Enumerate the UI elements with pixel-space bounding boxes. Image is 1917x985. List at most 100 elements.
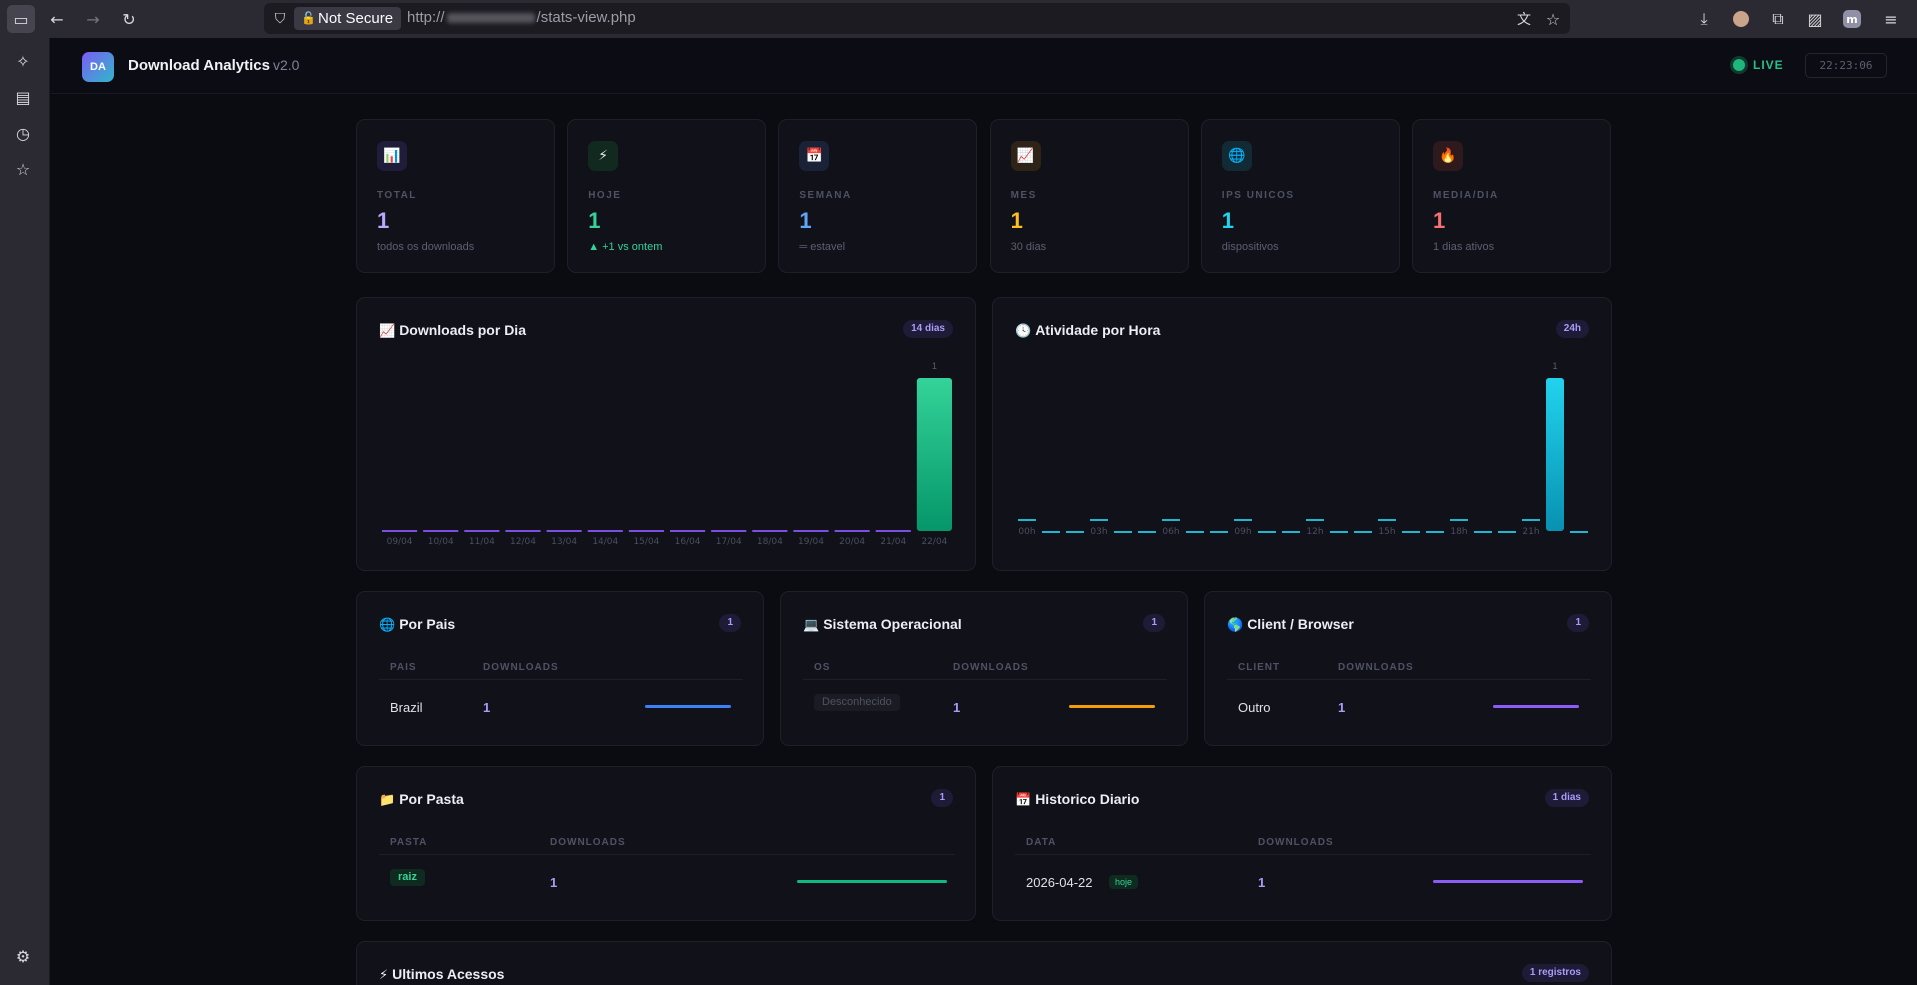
sidebar-toggle-icon[interactable]: ▭ [7,5,35,33]
chart-bar[interactable] [1546,378,1564,531]
reload-icon[interactable]: ↻ [122,9,136,29]
bookmark-star-icon[interactable]: ☆ [1545,9,1561,29]
chart-bar-empty [587,530,623,532]
chart-bar-empty [1042,531,1060,533]
x-tick-label: 21/04 [880,537,906,547]
hourly-chart-title: 🕓 Atividade por Hora [1015,322,1161,339]
url-bar[interactable]: ⛉ 🔓 Not Secure http:///stats-view.php 文 … [264,3,1570,34]
hourly-chart-badge: 24h [1555,320,1589,338]
stat-card-total: 📊 TOTAL 1 todos os downloads [356,119,555,273]
account-avatar-icon[interactable] [1727,5,1755,33]
client-card: 🌎 Client / Browser 1 CLIENT DOWNLOADS Out… [1204,591,1612,746]
stat-label: SEMANA [799,190,852,201]
client-badge: 1 [1567,614,1589,632]
stat-subtitle: ▲ +1 vs ontem [588,241,663,253]
x-tick-label: 14/04 [592,537,618,547]
country-col-name: PAIS [390,662,417,673]
downloads-icon[interactable]: ⤓ [1700,9,1708,28]
extensions-icon[interactable]: ⧉ [1772,9,1784,28]
stat-label: MEDIA/DIA [1433,190,1499,201]
country-value: 1 [483,700,491,715]
x-tick-label: 10/04 [428,537,454,547]
stat-value: 1 [1010,208,1023,233]
stat-card-media-dia: 🔥 MEDIA/DIA 1 1 dias ativos [1412,119,1611,273]
stat-subtitle: todos os downloads [377,241,475,253]
chart-bar-empty [1474,531,1492,533]
os-title: 💻 Sistema Operacional [803,616,962,633]
chart-bar-empty [423,530,459,532]
x-tick-label: 16/04 [675,537,701,547]
x-tick-label: 09/04 [387,537,413,547]
stat-card-hoje: ⚡ HOJE 1 ▲ +1 vs ontem [567,119,767,273]
chart-bar-empty [1498,531,1516,533]
chart-bar-empty [628,530,664,532]
x-tick-label: 11/04 [469,537,495,547]
browser-toolbar: ▭ ← → ↻ ⛉ 🔓 Not Secure http:///stats-vie… [0,0,1917,38]
chart-bar-empty [1282,531,1300,533]
forward-icon[interactable]: → [86,9,100,29]
chart-bar-empty [1066,531,1084,533]
folder-title: 📁 Por Pasta [379,791,464,808]
translate-icon[interactable]: 文 [1517,12,1531,28]
globe-americas-icon: 🌎 [1227,618,1244,633]
screenshot-icon[interactable]: ▨ [1807,9,1823,29]
clock: 22:23:06 [1805,53,1887,78]
x-tick-label: 15/04 [633,537,659,547]
hourly-chart-plot: 00h 03h 06h 09h 12h 15h 18h 21h 1 [1018,361,1588,537]
hourly-chart-card: 🕓 Atividade por Hora 24h 00h 03h 06h 09h 12h 1… [992,297,1612,571]
storage-icon[interactable]: ▤ [15,87,31,107]
stat-value: 1 [588,208,601,233]
laptop-icon: 💻 [803,618,820,633]
chart-bar-empty [464,530,500,532]
folder-badge: 1 [931,789,953,807]
lightning-icon: ⚡ [588,141,619,171]
chart-bar-empty [1330,531,1348,533]
x-tick-label: 20/04 [839,537,865,547]
shield-icon[interactable]: ⛉ [274,11,286,27]
x-tick-label: 19/04 [798,537,824,547]
chart-bar-empty [1090,519,1108,521]
folder-card: 📁 Por Pasta 1 PASTA DOWNLOADS raiz 1 [356,766,976,921]
chart-bar-empty [1354,531,1372,533]
menu-icon[interactable]: ≡ [1884,9,1898,29]
chart-bar-empty [546,530,582,532]
url-text[interactable]: http:///stats-view.php [407,9,636,26]
app-version: v2.0 [272,57,300,73]
client-value: 1 [1338,700,1346,715]
os-badge: 1 [1143,614,1165,632]
ai-sparkle-icon[interactable]: ✧ [16,51,30,71]
os-card: 💻 Sistema Operacional 1 OS DOWNLOADS Desc… [780,591,1188,746]
chart-bar[interactable] [916,378,952,531]
today-badge: hoje [1109,875,1139,889]
chart-bar-empty [1210,531,1228,533]
not-secure-badge[interactable]: 🔓 Not Secure [294,7,402,30]
chart-bar-empty [505,530,541,532]
history-col-downloads: DOWNLOADS [1258,837,1334,848]
x-tick-label: 17/04 [716,537,742,547]
bookmarks-icon[interactable]: ☆ [15,159,31,179]
settings-icon[interactable]: ⚙ [15,946,31,966]
history-icon[interactable]: ◷ [16,123,30,143]
profile-icon[interactable]: m [1838,5,1866,33]
chart-bar-empty [1570,531,1588,533]
chart-bar-empty [834,530,870,532]
calendar-icon: 📅 [1015,793,1032,808]
stat-value: 1 [377,208,390,233]
live-dot-icon [1733,59,1745,71]
chart-bar-empty [1018,519,1036,521]
chart-bar-empty [1162,519,1180,521]
globe-icon: 🌐 [1221,141,1252,171]
globe-icon: 🌐 [379,618,396,633]
daily-chart-card: 📈 Downloads por Dia 14 dias 09/04 10/04 11/… [356,297,976,571]
chart-bar-empty [1138,531,1156,533]
folder-icon: 📁 [379,793,396,808]
x-tick-label: 09h [1234,527,1251,537]
chart-bar-empty [670,530,706,532]
history-col-date: DATA [1026,837,1057,848]
app-root: DA Download Analytics v2.0 LIVE 22:23:06 … [51,38,1917,985]
history-value: 1 [1258,875,1266,890]
lock-icon: 🔓 [301,11,316,25]
back-icon[interactable]: ← [50,9,64,29]
app-header: DA Download Analytics v2.0 LIVE 22:23:06 [51,38,1917,94]
folder-bar [797,880,947,883]
